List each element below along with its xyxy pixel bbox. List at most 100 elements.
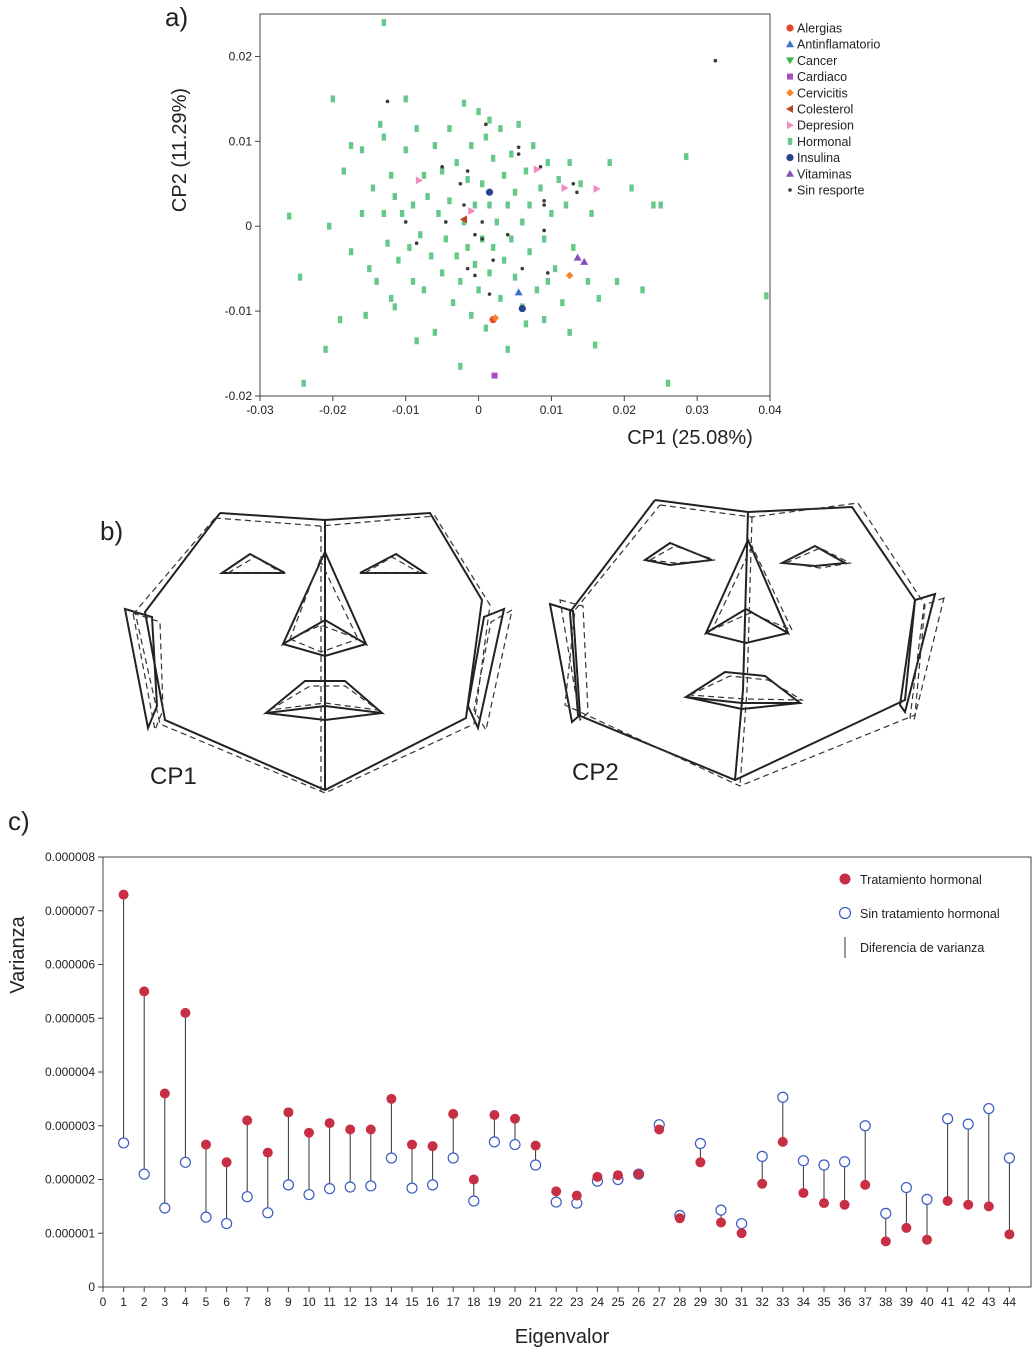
scatter-point-hormonal xyxy=(516,120,521,128)
scatter-point-hormonal xyxy=(359,146,365,154)
scatter-point-hormonal xyxy=(410,277,416,285)
scatter-point-sin-resporte xyxy=(516,145,521,150)
face-cp2-label: CP2 xyxy=(572,759,619,786)
point-tratamiento xyxy=(819,1198,829,1209)
scatter-point-hormonal xyxy=(614,277,620,285)
scatter-point-hormonal xyxy=(658,201,663,209)
point-sin-tratamiento xyxy=(529,1159,542,1171)
point-tratamiento xyxy=(468,1174,479,1185)
scatter-point-sin-resporte xyxy=(571,181,576,186)
scatter-point-hormonal xyxy=(490,243,496,251)
scatter-point-hormonal xyxy=(665,379,671,387)
scatter-point-hormonal xyxy=(509,150,514,158)
eigen-marks xyxy=(117,889,1016,1247)
scatter-point-hormonal xyxy=(487,269,492,277)
point-sin-tratamiento xyxy=(735,1217,748,1230)
pca-scatter-plot: -0.03 -0.02 -0.01 0 0.01 0.02 0.03 0.04 -0.02-0… xyxy=(169,13,880,449)
eigen-x-tick-label: 29 xyxy=(694,1295,708,1309)
scatter-x-tick-label: -0.01 xyxy=(392,403,420,417)
face-wireframe-cp2: CP2 xyxy=(548,499,945,787)
point-sin-tratamiento xyxy=(344,1181,356,1193)
scatter-point-cervicitis xyxy=(565,271,574,280)
scatter-point-hormonal xyxy=(450,299,456,307)
scatter-point-hormonal xyxy=(527,248,532,256)
scatter-point-hormonal xyxy=(367,265,372,273)
scatter-point-hormonal xyxy=(341,167,346,175)
scatter-point-sin-resporte xyxy=(538,165,543,169)
legend-label-cervicitis: Cervicitis xyxy=(797,86,848,100)
scatter-point-hormonal xyxy=(363,311,368,319)
scatter-point-sin-resporte xyxy=(443,220,448,224)
point-sin-tratamiento xyxy=(509,1138,521,1151)
eigen-x-tick-label: 34 xyxy=(797,1295,811,1309)
scatter-points xyxy=(286,18,769,387)
scatter-point-hormonal xyxy=(410,201,416,209)
point-sin-tratamiento xyxy=(921,1193,933,1205)
scatter-point-hormonal xyxy=(330,95,336,103)
scatter-point-hormonal xyxy=(592,341,598,349)
scatter-point-sin-resporte xyxy=(491,258,495,262)
eigen-x-tick-label: 35 xyxy=(817,1295,831,1309)
scatter-point-hormonal xyxy=(567,159,572,167)
scatter-point-hormonal xyxy=(399,209,405,217)
scatter-point-sin-resporte xyxy=(440,165,444,169)
point-tratamiento xyxy=(489,1110,500,1120)
scatter-y-tick-label: 0.02 xyxy=(229,49,253,63)
point-tratamiento xyxy=(922,1234,932,1245)
legend-label-depresion: Depresion xyxy=(797,119,854,133)
scatter-point-hormonal xyxy=(385,239,390,247)
scatter-point-depresion xyxy=(415,176,423,185)
eigen-x-tick-label: 9 xyxy=(285,1295,292,1309)
point-sin-tratamiento xyxy=(138,1168,150,1180)
legend-marker-depresion xyxy=(787,121,794,130)
point-tratamiento xyxy=(139,986,150,997)
scatter-point-sin-resporte xyxy=(516,152,521,156)
scatter-point-hormonal xyxy=(567,328,572,336)
eigen-y-ticks: 0 0.000001 0.000002 0.000003 0.000004 0.00000… xyxy=(45,850,103,1294)
scatter-point-hormonal xyxy=(454,159,459,167)
scatter-point-sin-resporte xyxy=(575,190,579,195)
scatter-point-hormonal xyxy=(327,222,332,230)
point-tratamiento xyxy=(427,1141,438,1152)
point-tratamiento xyxy=(798,1187,809,1198)
point-tratamiento xyxy=(448,1108,459,1119)
eigen-y-tick-label: 0.000001 xyxy=(45,1226,95,1240)
point-tratamiento xyxy=(860,1179,871,1190)
scatter-point-hormonal xyxy=(458,277,463,285)
point-sin-tratamiento xyxy=(262,1207,274,1219)
point-tratamiento xyxy=(592,1171,603,1182)
eigen-x-tick-label: 10 xyxy=(302,1295,316,1309)
point-tratamiento xyxy=(365,1124,376,1135)
point-tratamiento xyxy=(777,1136,788,1147)
scatter-point-hormonal xyxy=(560,299,565,307)
point-tratamiento xyxy=(221,1157,232,1168)
scatter-point-sin-resporte xyxy=(480,220,485,224)
scatter-point-sin-resporte xyxy=(542,203,546,207)
point-sin-tratamiento xyxy=(282,1179,294,1191)
scatter-point-hormonal xyxy=(381,209,387,217)
scatter-point-hormonal xyxy=(388,171,394,179)
scatter-point-hormonal xyxy=(348,248,354,256)
eigen-y-tick-label: 0.000007 xyxy=(45,904,95,918)
legend-tratamiento-label: Tratamiento hormonal xyxy=(860,873,982,887)
scatter-point-cardiaco xyxy=(491,372,498,379)
scatter-point-sin-resporte xyxy=(414,241,419,245)
face-wireframe-cp1: CP1 xyxy=(123,511,513,794)
point-tratamiento xyxy=(345,1124,356,1135)
eigen-x-tick-label: 40 xyxy=(920,1295,934,1309)
eigen-x-tick-label: 7 xyxy=(244,1295,251,1309)
legend-marker-antinflamatorio xyxy=(786,40,794,48)
scatter-point-hormonal xyxy=(541,235,547,243)
scatter-point-hormonal xyxy=(472,260,478,268)
scatter-point-hormonal xyxy=(498,125,503,133)
scatter-point-hormonal xyxy=(414,125,419,133)
scatter-point-hormonal xyxy=(447,125,452,133)
scatter-y-tick-label: -0.02 xyxy=(225,389,253,403)
legend-label-sin-resporte: Sin resporte xyxy=(797,184,864,198)
scatter-point-hormonal xyxy=(498,294,503,302)
scatter-point-hormonal xyxy=(534,286,540,294)
eigen-x-tick-label: 2 xyxy=(141,1295,148,1309)
scatter-point-hormonal xyxy=(403,146,408,154)
scatter-point-hormonal xyxy=(388,294,394,302)
legend-marker-cancer xyxy=(786,57,794,65)
